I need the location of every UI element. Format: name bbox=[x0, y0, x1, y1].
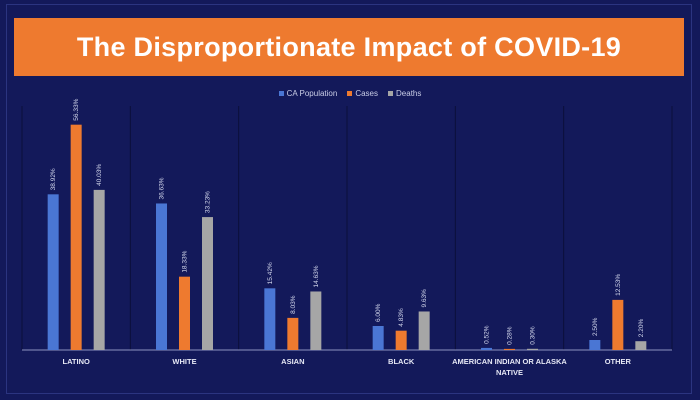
data-label: 8.03% bbox=[290, 295, 297, 314]
legend-swatch-cases bbox=[347, 90, 353, 96]
bar bbox=[612, 299, 624, 350]
bar bbox=[47, 194, 59, 350]
category-label: OTHER bbox=[605, 357, 632, 366]
data-label: 15.42% bbox=[267, 262, 274, 284]
data-label: 0.30% bbox=[530, 326, 537, 345]
bar bbox=[527, 348, 538, 350]
legend-label-deaths: Deaths bbox=[396, 88, 422, 98]
category-label: LATINO bbox=[62, 357, 90, 366]
data-label: 12.53% bbox=[615, 274, 622, 296]
data-label: 2.50% bbox=[592, 317, 599, 336]
bar bbox=[179, 276, 190, 350]
data-label: 18.33% bbox=[182, 250, 189, 272]
data-label: 14.63% bbox=[313, 265, 320, 287]
slide-frame bbox=[6, 4, 692, 394]
chart-legend: CA Population Cases Deaths bbox=[0, 86, 700, 100]
data-label: 0.52% bbox=[484, 325, 491, 344]
data-label: 6.00% bbox=[375, 303, 382, 322]
data-label: 56.33% bbox=[73, 98, 80, 120]
category-label: NATIVE bbox=[496, 368, 523, 377]
bar bbox=[93, 189, 105, 350]
bar bbox=[202, 217, 213, 350]
bar bbox=[589, 340, 601, 350]
data-label: 36.63% bbox=[159, 177, 166, 199]
legend-label-population: CA Population bbox=[286, 88, 338, 98]
data-label: 4.83% bbox=[398, 308, 405, 327]
data-label: 33.23% bbox=[205, 191, 212, 213]
category-label: ASIAN bbox=[281, 357, 304, 366]
bar bbox=[504, 348, 515, 350]
legend-item-deaths: Deaths bbox=[388, 89, 421, 98]
bar bbox=[156, 203, 167, 350]
bar bbox=[287, 317, 299, 350]
chart-title: The Disproportionate Impact of COVID-19 bbox=[76, 31, 622, 62]
bar bbox=[395, 330, 407, 350]
category-label: BLACK bbox=[388, 357, 415, 366]
bar bbox=[481, 347, 492, 350]
data-label: 40.03% bbox=[96, 164, 103, 186]
bar bbox=[635, 341, 647, 350]
bar bbox=[70, 124, 82, 351]
legend-item-cases: Cases bbox=[347, 89, 378, 98]
title-banner: The Disproportionate Impact of COVID-19 bbox=[14, 18, 684, 76]
bar bbox=[372, 326, 384, 350]
data-label: 38.92% bbox=[50, 168, 57, 190]
legend-item-population: CA Population bbox=[278, 88, 338, 98]
bar bbox=[310, 291, 322, 350]
legend-swatch-population bbox=[278, 90, 284, 96]
data-label: 0.28% bbox=[507, 326, 514, 345]
bar bbox=[418, 311, 430, 350]
legend-swatch-deaths bbox=[388, 90, 394, 96]
data-label: 9.63% bbox=[421, 289, 428, 308]
category-label: WHITE bbox=[172, 357, 196, 366]
bar bbox=[264, 288, 276, 350]
data-label: 2.20% bbox=[638, 319, 645, 338]
legend-label-cases: Cases bbox=[355, 88, 379, 98]
category-label: AMERICAN INDIAN OR ALASKA bbox=[452, 357, 567, 366]
